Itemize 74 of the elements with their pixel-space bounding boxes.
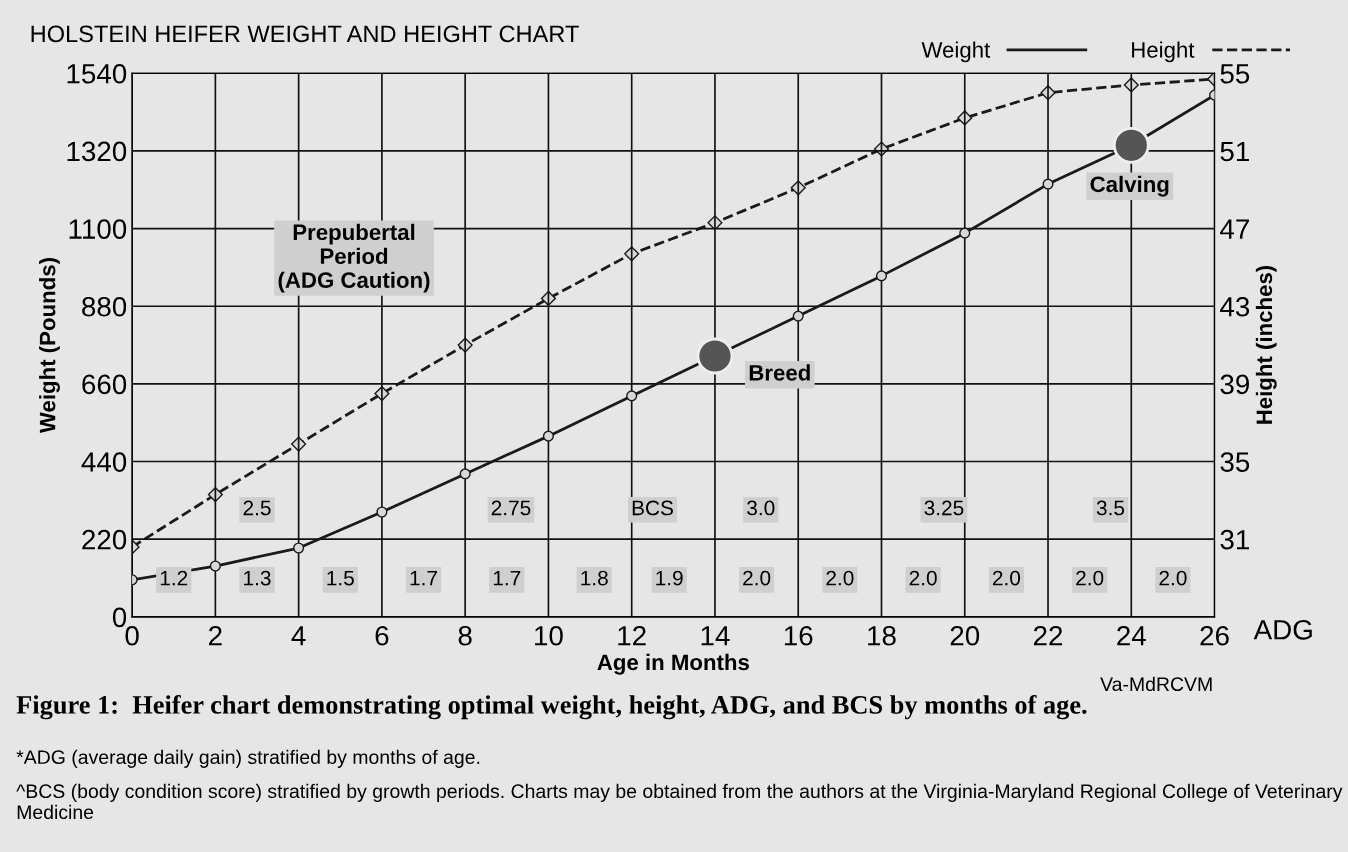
caption: Figure 1: Heifer chart demonstrating optimal weight, height, ADG, and BCS by months of age. [16, 694, 1087, 720]
point [1042, 178, 1054, 190]
annotation: 3.25 [924, 500, 964, 516]
y-axis-title: Weight (Pounds) [39, 258, 60, 434]
annotation: Breed [749, 364, 810, 381]
y2-tick-label: 35 [1220, 452, 1250, 472]
y-tick-label: 660 [82, 374, 127, 395]
y2-tick-label: 51 [1220, 141, 1249, 162]
y2-tick-label: 55 [1220, 64, 1250, 84]
annotation: 1.9 [656, 570, 683, 586]
x-tick-label: 16 [784, 625, 813, 646]
point [542, 430, 554, 442]
point [875, 270, 888, 282]
y2-tick-label: 39 [1220, 374, 1249, 395]
annotation: 3.0 [747, 500, 775, 516]
annotation: 2.0 [1159, 570, 1187, 586]
annotation: 1.3 [244, 570, 271, 586]
annotation: 2.0 [992, 570, 1021, 586]
text: Va-MdRCVM [1100, 676, 1212, 692]
x-tick-label: 6 [375, 625, 389, 646]
y-tick-label: 880 [82, 296, 127, 317]
point [291, 436, 307, 452]
y2-tick-label: 43 [1220, 296, 1250, 317]
y-tick-label: 220 [82, 529, 127, 550]
x-tick-label: 22 [1033, 625, 1063, 646]
annotation: 1.7 [410, 570, 437, 586]
chart-title: HOLSTEIN HEIFER WEIGHT AND HEIGHT CHART [31, 25, 579, 43]
point [696, 337, 734, 375]
point [293, 542, 305, 554]
y-tick-label: 1540 [67, 63, 127, 84]
y2-tick-label: 47 [1220, 219, 1249, 239]
text: *ADG (average daily gain) stratified by months of age. [16, 749, 480, 768]
annotation: Calving [1090, 175, 1169, 197]
annotation: 3.5 [1096, 500, 1125, 516]
y2-tick-label: 31 [1220, 529, 1249, 550]
text: ADG [1253, 619, 1312, 640]
point [209, 560, 221, 572]
annotation: Prepubertal Period (ADG Caution) [278, 223, 430, 293]
legend-label: Height [1132, 41, 1195, 63]
point [959, 227, 971, 239]
y-tick-label: 1320 [67, 141, 127, 162]
point [459, 468, 471, 480]
annotation: BCS [632, 500, 673, 516]
legend-label: Weight [921, 41, 991, 63]
x-tick-label: 10 [535, 625, 563, 646]
annotation: 1.8 [581, 570, 608, 586]
annotation: 2.0 [1076, 570, 1104, 586]
annotation: 1.5 [327, 570, 354, 586]
annotation: 1.7 [493, 570, 521, 586]
point [626, 390, 638, 402]
x-tick-label: 12 [618, 625, 646, 646]
point [1112, 126, 1150, 164]
y-tick-label: 1100 [69, 219, 127, 239]
point [792, 310, 804, 322]
x-tick-label: 14 [701, 626, 730, 646]
annotation: 2.0 [826, 570, 854, 586]
y-tick-label: 440 [81, 452, 127, 472]
x-tick-label: 18 [868, 625, 896, 646]
x-tick-label: 26 [1200, 625, 1229, 646]
annotation: 2.0 [743, 570, 771, 586]
text: ^BCS (body condition score) stratified by growth periods. Charts may be obtained from the authors at the Virginia-Maryland Regional College of Veterinary Medicine [16, 783, 1343, 820]
annotation: 2.5 [243, 500, 271, 516]
x-tick-label: 20 [950, 625, 980, 646]
x-axis-title: Age in Months [597, 653, 749, 675]
y2-axis-title: Height (inches) [1255, 265, 1277, 424]
annotation: 2.75 [491, 500, 531, 516]
annotation: 2.0 [909, 570, 937, 586]
annotation: 1.2 [160, 570, 188, 586]
y-tick-label: 0 [112, 607, 127, 628]
point [376, 506, 388, 518]
x-tick-label: 24 [1117, 625, 1146, 646]
x-tick-label: 8 [458, 625, 472, 646]
x-tick-label: 2 [209, 625, 222, 646]
x-tick-label: 4 [291, 626, 306, 646]
